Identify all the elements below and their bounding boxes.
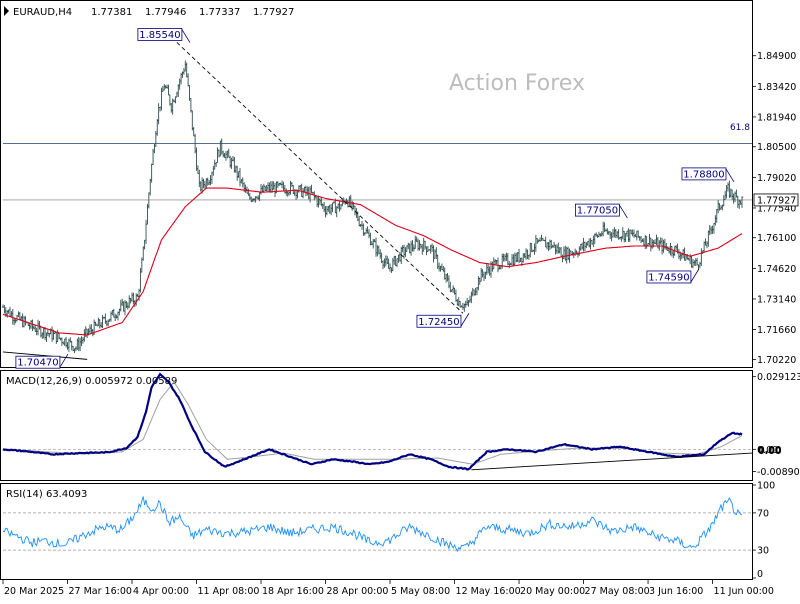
price-tick-label: 1.70220: [757, 355, 796, 366]
support-trendline[interactable]: [2, 351, 88, 360]
price-callout[interactable]: 1.72450: [416, 313, 470, 328]
current-price-label: 1.77927: [757, 195, 796, 206]
price-tick-label: 1.77540: [757, 203, 796, 214]
price-header: EURAUD,H4 1.77381 1.77946 1.77337 1.7792…: [4, 6, 294, 18]
time-tick-label: 27 May 08:00: [585, 586, 650, 597]
macd-tick-label: -0.008901: [757, 467, 800, 478]
callout-label: 1.78800: [683, 169, 724, 180]
rsi-tick-label: 30: [757, 546, 769, 557]
price-tick-label: 1.81940: [757, 112, 796, 123]
time-tick-label: 18 Apr 16:00: [262, 586, 324, 597]
price-callout[interactable]: 1.70470: [15, 353, 69, 369]
macd-main-line: [2, 372, 743, 471]
price-panel[interactable]: [0, 0, 753, 368]
price-tick-label: 1.83420: [757, 82, 796, 93]
callout-label: 1.72450: [418, 317, 459, 328]
time-tick-label: 11 Apr 08:00: [198, 586, 260, 597]
header-open: 1.77381: [91, 7, 132, 18]
fib-level-label: 61.8: [730, 123, 750, 133]
collapse-arrow-icon: [4, 6, 9, 16]
callout-label: 1.70470: [17, 358, 58, 369]
price-tick-label: 1.84900: [757, 51, 796, 62]
header-high: 1.77946: [145, 7, 186, 18]
rsi-panel[interactable]: [0, 483, 753, 580]
downtrend-line[interactable]: [176, 42, 464, 314]
moving-average-line: [2, 187, 743, 336]
time-tick-label: 12 May 16:00: [456, 586, 521, 597]
rsi-tick-label: 100: [757, 481, 775, 492]
rsi-title: RSI(14) 63.4093: [6, 489, 87, 500]
macd-trendline[interactable]: [471, 452, 753, 471]
ohlc-bar: [740, 196, 744, 208]
callout-label: 1.77050: [577, 206, 618, 217]
callout-label: 1.74590: [648, 272, 689, 283]
macd-tick-label: 0.00: [757, 445, 778, 456]
current-price-marker: 1.77927: [753, 193, 799, 206]
price-tick-label: 1.79020: [757, 173, 796, 184]
header-symbol: EURAUD,H4: [13, 7, 72, 18]
time-tick-label: 5 May 08:00: [391, 586, 450, 597]
macd-current-label: 0.00: [758, 445, 782, 456]
price-callout[interactable]: 1.85540: [137, 28, 191, 43]
header-close: 1.77927: [253, 7, 294, 18]
price-tick-label: 1.73140: [757, 294, 796, 305]
macd-title: MACD(12,26,9) 0.005972 0.00589: [6, 376, 177, 387]
rsi-tick-label: 0: [757, 569, 763, 580]
price-callout[interactable]: 1.78800: [681, 167, 735, 183]
price-callout[interactable]: 1.74590: [646, 268, 700, 284]
time-tick-label: 28 Apr 00:00: [327, 586, 389, 597]
price-tick-label: 1.80500: [757, 142, 796, 153]
price-tick-label: 1.74620: [757, 264, 796, 275]
price-callout[interactable]: 1.77050: [575, 203, 628, 219]
macd-current-label: 0.00: [758, 446, 782, 457]
watermark: Action Forex: [449, 71, 585, 96]
header-low: 1.77337: [199, 7, 240, 18]
time-tick-label: 11 Jun 00:00: [714, 586, 774, 597]
time-tick-label: 27 Mar 16:00: [69, 586, 132, 597]
time-tick-label: 20 Mar 2025: [4, 586, 64, 597]
time-tick-label: 4 Apr 00:00: [133, 586, 189, 597]
time-tick-label: 3 Jun 16:00: [649, 586, 703, 597]
rsi-tick-label: 70: [757, 508, 769, 519]
price-tick-label: 1.71660: [757, 325, 796, 336]
callout-label: 1.85540: [139, 30, 180, 41]
macd-tick-label: 0.029123: [757, 372, 800, 383]
time-tick-label: 20 May 00:00: [520, 586, 585, 597]
price-tick-label: 1.76100: [757, 233, 796, 244]
rsi-line: [2, 496, 743, 553]
